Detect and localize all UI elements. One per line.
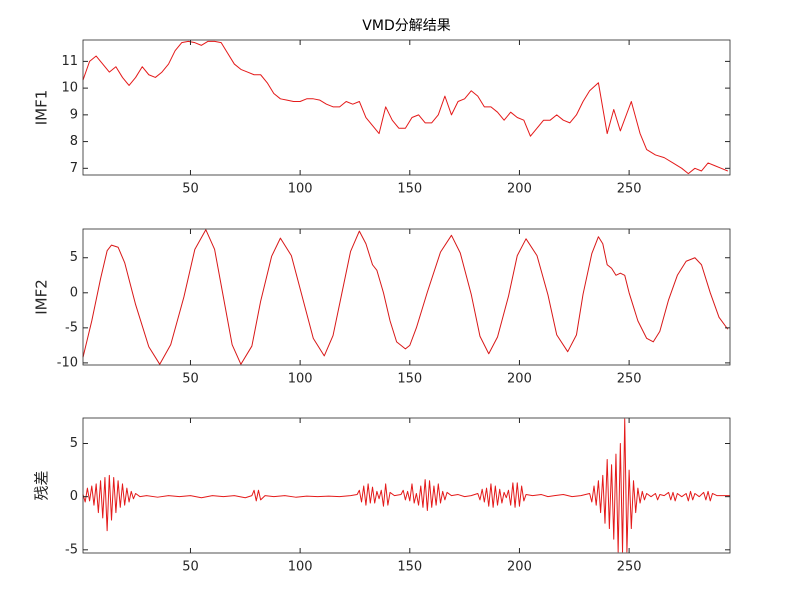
x-tick-label: 200 xyxy=(507,182,532,197)
x-tick-label: 200 xyxy=(507,372,532,387)
x-tick-label: 250 xyxy=(617,560,642,575)
x-tick-label: 150 xyxy=(397,560,422,575)
x-tick-label: 100 xyxy=(288,560,313,575)
chart-title: VMD分解结果 xyxy=(362,18,450,34)
y-axis-label: IMF2 xyxy=(33,279,51,315)
signal-line xyxy=(82,40,728,175)
x-tick-label: 150 xyxy=(397,182,422,197)
axes-box xyxy=(82,39,731,176)
y-tick-label: -5 xyxy=(65,542,78,557)
signal-line xyxy=(82,229,729,365)
x-tick-label: 100 xyxy=(288,182,313,197)
y-tick-label: 9 xyxy=(70,107,78,122)
y-axis-label: 残差 xyxy=(33,470,51,500)
x-tick-label: 250 xyxy=(617,372,642,387)
y-tick-label: -5 xyxy=(65,320,78,335)
y-tick-label: 5 xyxy=(70,436,78,451)
x-tick-label: 50 xyxy=(182,372,199,387)
plot-area xyxy=(83,40,730,175)
axes-box xyxy=(82,417,731,554)
y-tick-label: 5 xyxy=(70,250,78,265)
x-tick-label: 50 xyxy=(182,182,199,197)
x-tick-label: 100 xyxy=(288,372,313,387)
x-tick-label: 250 xyxy=(617,182,642,197)
x-tick-label: 50 xyxy=(182,560,199,575)
y-tick-label: 0 xyxy=(70,285,78,300)
y-tick-label: 10 xyxy=(61,81,78,96)
y-tick-label: -10 xyxy=(57,355,78,370)
y-tick-label: 7 xyxy=(70,161,78,176)
x-tick-label: 150 xyxy=(397,372,422,387)
y-axis-label: IMF1 xyxy=(33,90,51,126)
y-tick-label: 11 xyxy=(61,54,78,69)
y-tick-label: 0 xyxy=(70,489,78,504)
signal-line xyxy=(82,418,730,553)
y-tick-label: 8 xyxy=(70,134,78,149)
x-tick-label: 200 xyxy=(507,560,532,575)
axes-box xyxy=(82,228,731,366)
plot-area xyxy=(83,229,730,365)
